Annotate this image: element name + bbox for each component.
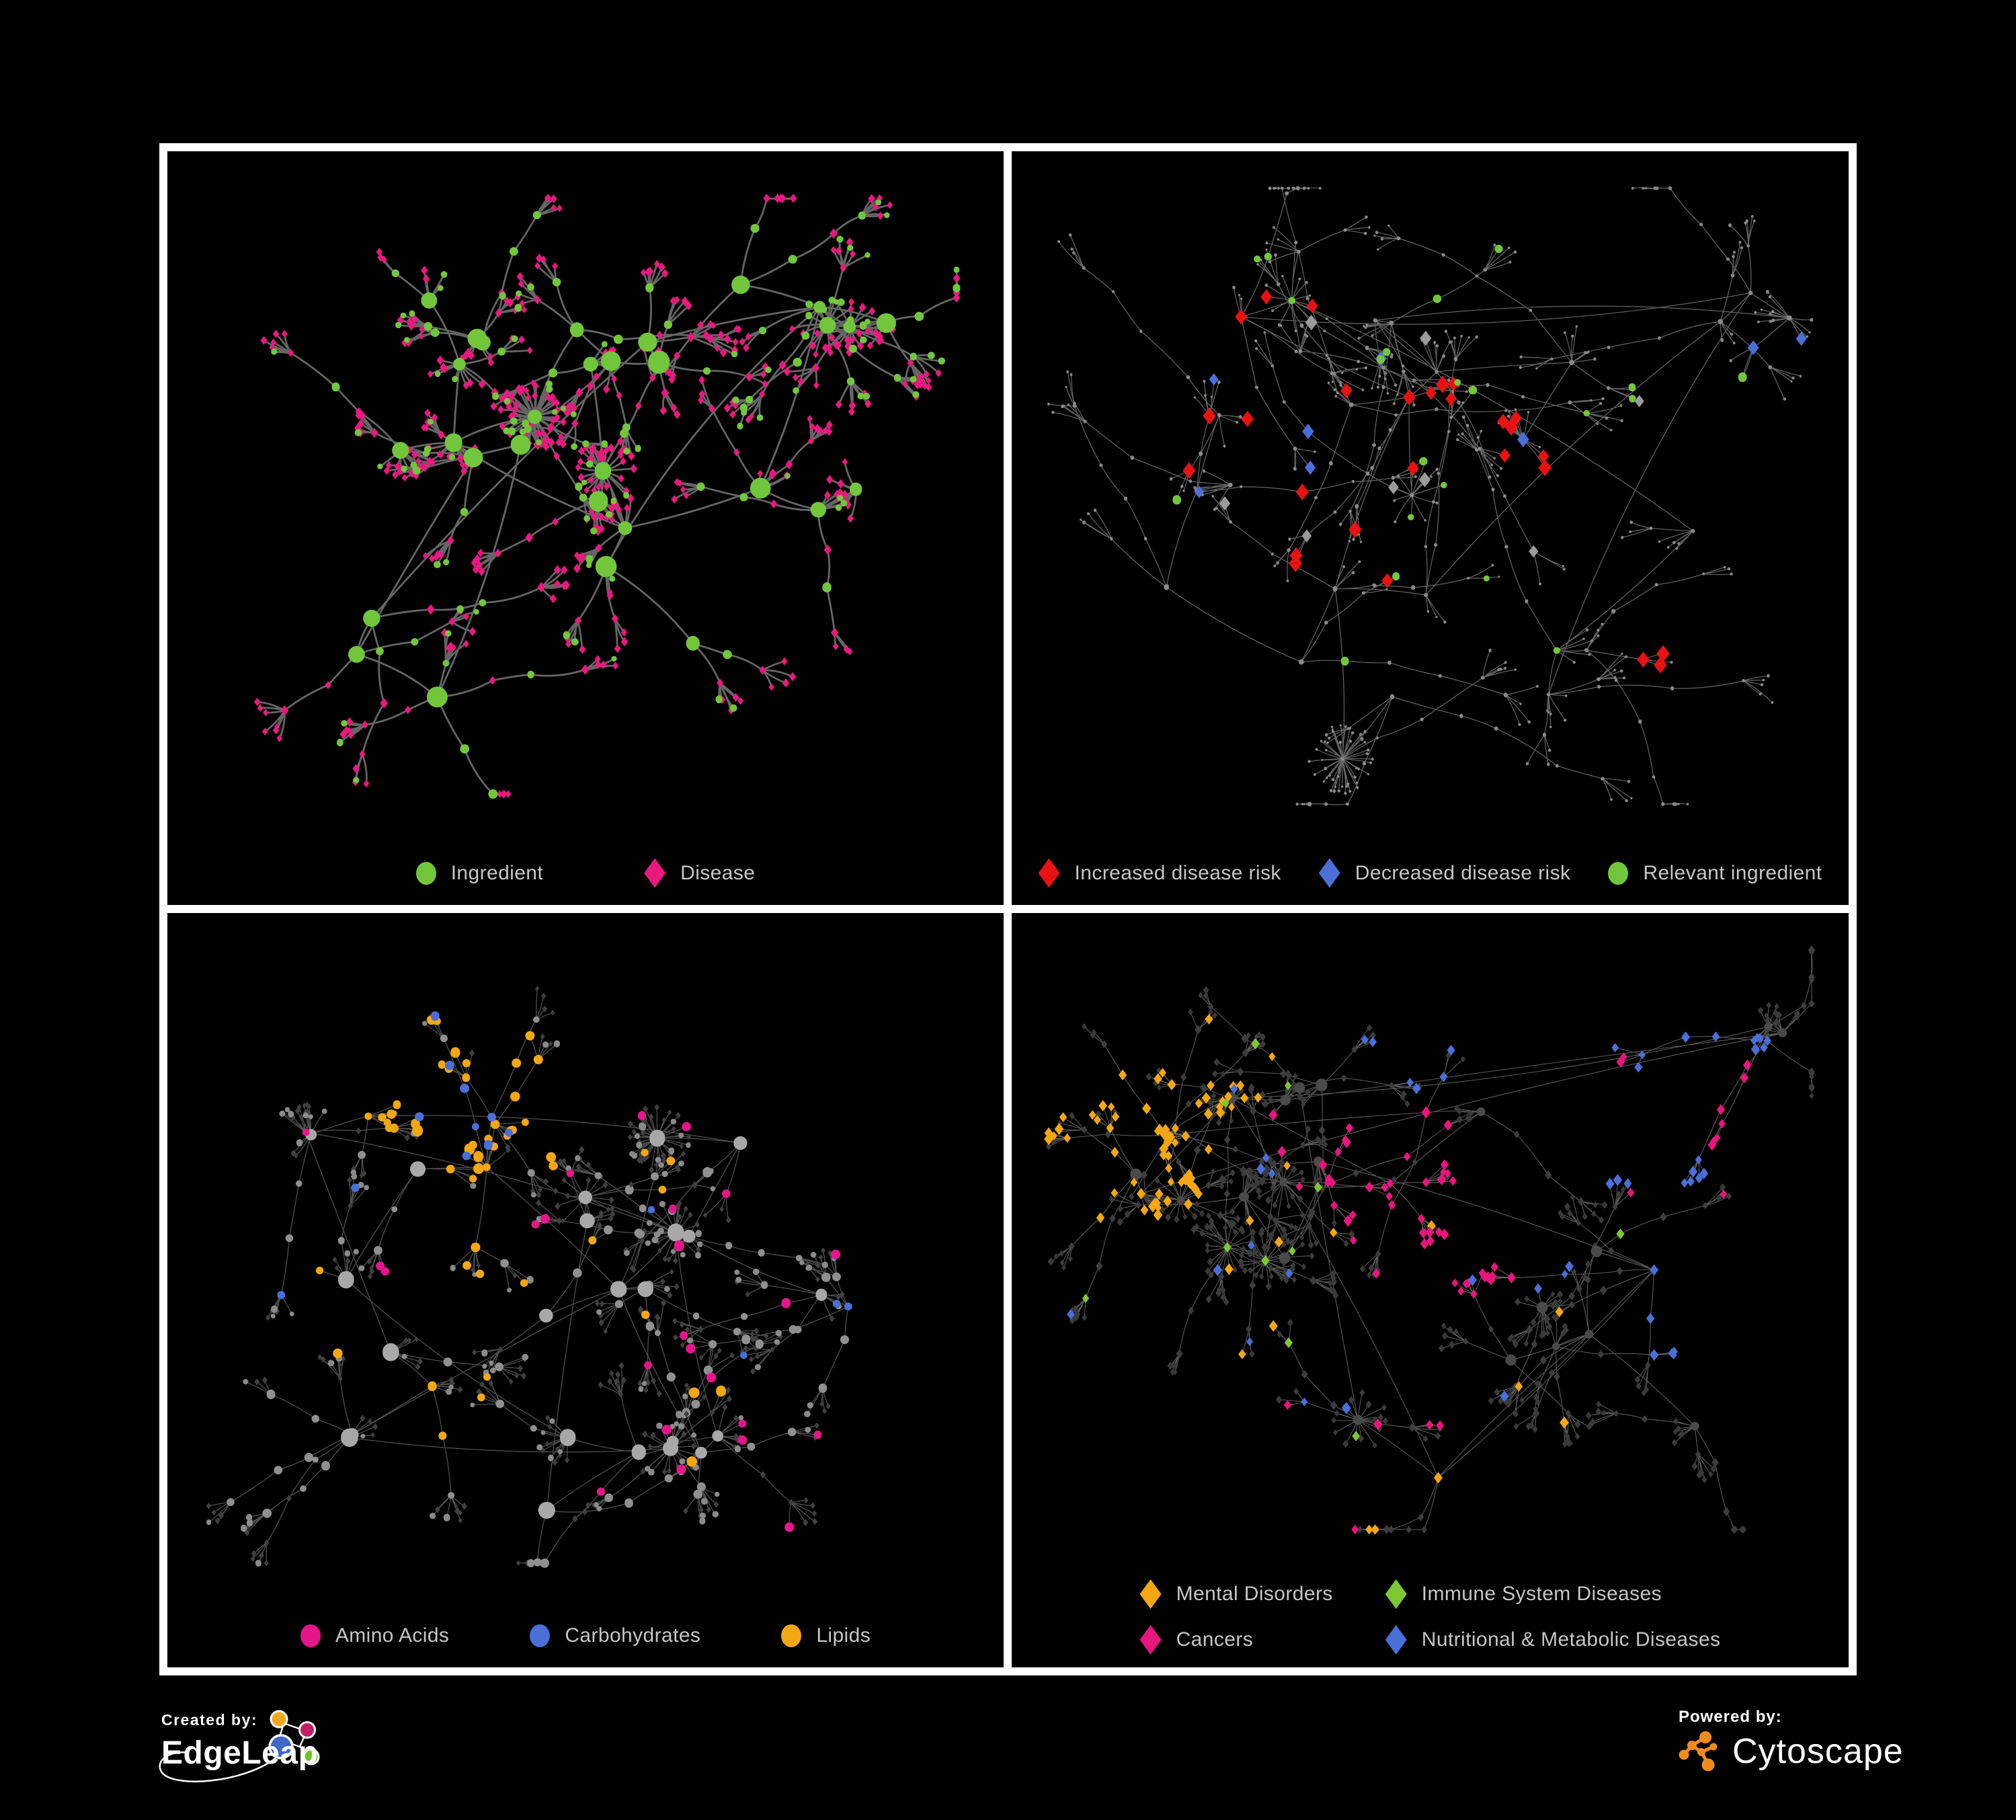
panel-disease-risk: Increased disease risk Decreased disease… <box>1012 151 1849 905</box>
legend-item-immune-diseases: Immune System Diseases <box>1385 1579 1721 1609</box>
network-canvas-disease-risk <box>1012 151 1849 841</box>
network-canvas-ingredient-disease <box>167 151 1004 841</box>
legend-label: Amino Acids <box>335 1624 450 1647</box>
legend-label: Lipids <box>816 1624 871 1647</box>
amino-acids-circle-icon <box>300 1624 321 1647</box>
legend-disease-classes: Mental Disorders Immune System Diseases … <box>1012 1567 1849 1667</box>
increased-risk-diamond-icon <box>1038 858 1060 888</box>
network-canvas-disease-classes <box>1012 913 1849 1567</box>
cytoscape-logo-icon <box>1679 1731 1718 1772</box>
legend-item-relevant-ingredient: Relevant ingredient <box>1608 861 1822 885</box>
legend-item-carbohydrates: Carbohydrates <box>530 1624 700 1647</box>
ingredient-circle-icon <box>415 861 436 885</box>
mental-disorders-diamond-icon <box>1139 1579 1162 1609</box>
legend-label: Mental Disorders <box>1176 1583 1333 1605</box>
montage-frame: Ingredient Disease Increased disease ris… <box>159 143 1857 1675</box>
cytoscape-wordmark: Cytoscape <box>1732 1732 1904 1771</box>
legend-item-nutritional-diseases: Nutritional & Metabolic Diseases <box>1385 1625 1721 1655</box>
legend-label: Relevant ingredient <box>1643 861 1822 884</box>
legend-item-decreased-risk: Decreased disease risk <box>1318 858 1571 888</box>
legend-label: Cancers <box>1176 1628 1254 1651</box>
relevant-ingredient-circle-icon <box>1608 861 1629 885</box>
immune-diseases-diamond-icon <box>1385 1579 1407 1609</box>
footer-created-by: Created by: EdgeLeap <box>161 1711 318 1772</box>
legend-item-amino-acids: Amino Acids <box>300 1624 449 1647</box>
legend-ingredient-disease: Ingredient Disease <box>167 841 1004 905</box>
panel-disease-classes: Mental Disorders Immune System Diseases … <box>1012 913 1849 1667</box>
carbohydrates-circle-icon <box>530 1624 551 1647</box>
disease-diamond-icon <box>644 858 666 888</box>
legend-label: Carbohydrates <box>565 1624 701 1647</box>
legend-item-cancers: Cancers <box>1139 1625 1333 1655</box>
decreased-risk-diamond-icon <box>1318 858 1340 888</box>
cancers-diamond-icon <box>1139 1625 1162 1655</box>
panel-nutrient-classes: Amino Acids Carbohydrates Lipids <box>167 913 1004 1667</box>
footer-powered-by: Powered by: Cytoscape <box>1679 1708 1904 1772</box>
legend-label: Nutritional & Metabolic Diseases <box>1421 1628 1721 1651</box>
legend-label: Decreased disease risk <box>1355 861 1571 884</box>
legend-nutrient-classes: Amino Acids Carbohydrates Lipids <box>167 1604 1004 1667</box>
powered-by-label: Powered by: <box>1679 1708 1782 1726</box>
legend-item-mental-disorders: Mental Disorders <box>1139 1579 1333 1609</box>
nutritional-diseases-diamond-icon <box>1385 1625 1407 1655</box>
created-by-label: Created by: <box>161 1711 258 1729</box>
legend-item-ingredient: Ingredient <box>415 861 544 885</box>
edgeleap-wordmark: EdgeLeap <box>161 1735 319 1771</box>
legend-item-increased-risk: Increased disease risk <box>1038 858 1281 888</box>
legend-label: Immune System Diseases <box>1421 1583 1662 1605</box>
legend-disease-risk: Increased disease risk Decreased disease… <box>1012 841 1849 905</box>
legend-label: Ingredient <box>450 861 544 884</box>
legend-item-lipids: Lipids <box>781 1624 871 1647</box>
legend-label: Increased disease risk <box>1074 861 1281 884</box>
legend-item-disease: Disease <box>644 858 756 888</box>
legend-label: Disease <box>680 861 756 884</box>
lipids-circle-icon <box>781 1624 802 1647</box>
panel-ingredient-disease: Ingredient Disease <box>167 151 1004 905</box>
network-canvas-nutrient-classes <box>167 913 1004 1604</box>
